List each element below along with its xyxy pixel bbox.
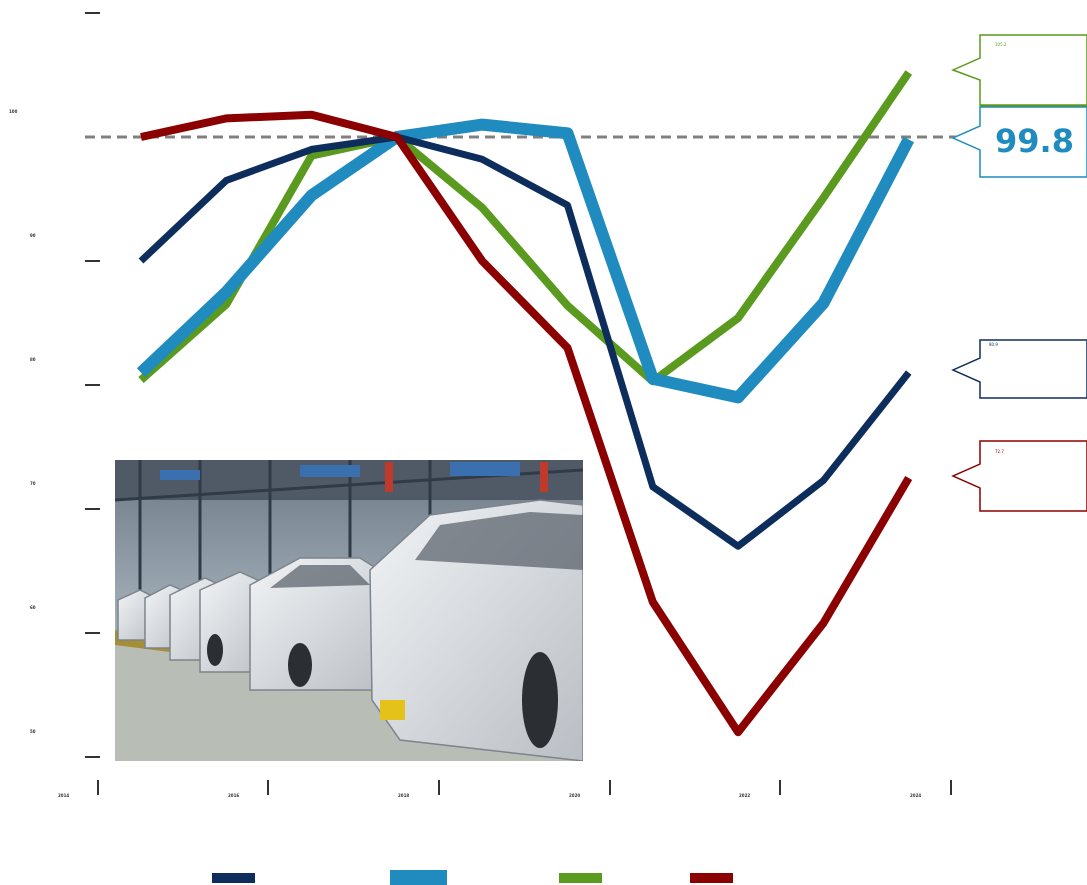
legend-swatch-blue [390, 870, 447, 885]
callout-red-box [951, 440, 1087, 512]
x-tick-labels: 2014 2016 2018 2020 2022 2024 [58, 793, 921, 798]
legend-swatch-red [690, 873, 733, 883]
legend [212, 870, 733, 885]
callout-navy-box [951, 339, 1087, 399]
y-tick-labels: 100 90 80 70 60 50 [9, 109, 36, 734]
callout-navy: 80.9 [951, 339, 1087, 399]
legend-swatch-navy [212, 873, 255, 883]
x-tick-label: 2018 [398, 793, 409, 798]
y-tick-label: 70 [30, 481, 36, 486]
assembly-line-photo [115, 460, 583, 761]
series-line-blue [136, 118, 915, 404]
y-axis-ticks [85, 12, 100, 758]
series-line-green [138, 70, 913, 386]
callout-navy-label: 80.9 [989, 342, 998, 347]
y-tick-label: 100 [9, 109, 18, 114]
callout-blue-box [951, 106, 1087, 178]
y-tick-label: 90 [30, 233, 36, 238]
callout-green-label: 105.2 [995, 42, 1007, 47]
legend-swatch-green [559, 873, 602, 883]
y-tick-label: 50 [30, 729, 36, 734]
callout-green-box [951, 34, 1087, 106]
callout-red: 72.7 [951, 440, 1087, 512]
x-tick-label: 2020 [569, 793, 580, 798]
x-tick-label: 2022 [739, 793, 750, 798]
series-layer [136, 70, 915, 737]
callout-blue-label: 99.8 [995, 122, 1074, 160]
y-tick-label: 60 [30, 605, 36, 610]
series-line-red [140, 110, 913, 737]
series-line-navy [138, 133, 912, 550]
callout-blue: 99.8 [951, 105, 1087, 178]
callout-green: 105.2 [951, 34, 1087, 106]
x-tick-label: 2024 [910, 793, 921, 798]
x-tick-label: 2014 [58, 793, 69, 798]
x-axis-ticks [97, 780, 952, 795]
y-tick-label: 80 [30, 357, 36, 362]
x-tick-label: 2016 [228, 793, 239, 798]
callout-red-label: 72.7 [995, 449, 1004, 454]
